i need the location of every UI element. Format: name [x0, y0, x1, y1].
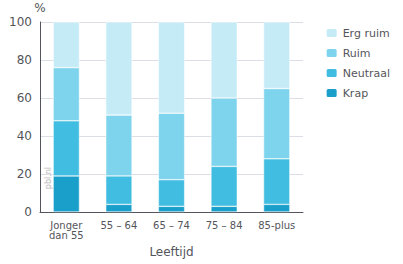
svg-text:Ruim: Ruim [343, 47, 371, 60]
svg-text:%: % [34, 1, 45, 15]
svg-text:dan 55: dan 55 [49, 230, 84, 241]
svg-text:100: 100 [9, 15, 32, 29]
svg-text:20: 20 [17, 167, 32, 181]
svg-text:pbl.nl: pbl.nl [44, 167, 53, 189]
svg-text:60: 60 [17, 91, 32, 105]
svg-text:Jonger: Jonger [50, 219, 83, 231]
svg-text:Erg ruim: Erg ruim [343, 27, 390, 40]
svg-text:75 – 84: 75 – 84 [206, 220, 243, 231]
svg-text:65 – 74: 65 – 74 [153, 220, 190, 231]
svg-text:Neutraal: Neutraal [343, 67, 390, 80]
svg-text:40: 40 [17, 129, 32, 143]
svg-text:85-plus: 85-plus [258, 220, 295, 231]
svg-text:Krap: Krap [343, 87, 368, 100]
svg-text:55 – 64: 55 – 64 [100, 220, 137, 231]
svg-text:Leeftijd: Leeftijd [149, 245, 193, 259]
svg-text:0: 0 [24, 205, 32, 219]
svg-text:80: 80 [17, 53, 32, 67]
